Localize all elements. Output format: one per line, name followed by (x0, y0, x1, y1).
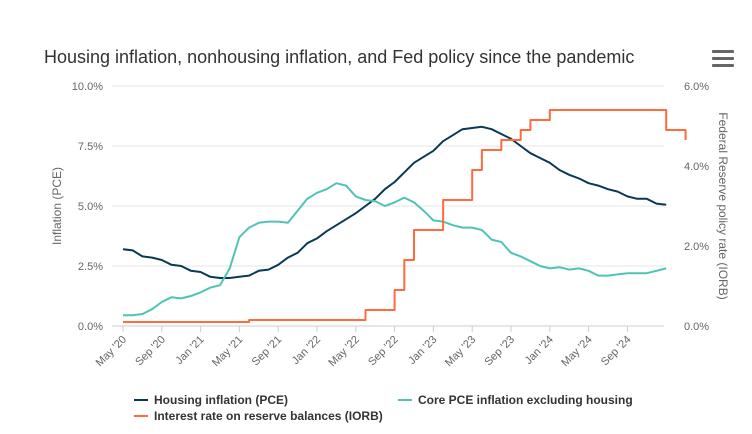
x-tick-label: May '21 (210, 334, 245, 369)
x-tick-label: May '24 (559, 334, 594, 369)
x-tick-label: May '23 (443, 334, 478, 369)
x-tick-label: Sep '23 (482, 334, 517, 369)
x-tick-label: Sep '24 (599, 334, 634, 369)
y-axis-right: 0.0% 2.0% 4.0% 6.0% (684, 81, 709, 333)
series-line-iorb[interactable] (123, 109, 687, 323)
x-tick-label: Jan '23 (406, 334, 439, 367)
y-axis-left-label: Inflation (PCE) (50, 167, 64, 245)
series-layer (122, 109, 687, 323)
y2-tick-label: 0.0% (684, 321, 709, 333)
x-axis: May '20 Sep '20 Jan '21 May '21 Sep '21 Jan '… (94, 325, 664, 369)
y-axis-left: 0.0% 2.5% 5.0% 7.5% 10.0% (72, 81, 103, 333)
x-tick-label: Sep '20 (133, 334, 168, 369)
legend-item-iorb[interactable]: Interest rate on reserve balances (IORB) (134, 409, 383, 423)
legend-label: Interest rate on reserve balances (IORB) (154, 409, 383, 423)
y-tick-label: 5.0% (78, 201, 103, 213)
x-tick-label: May '22 (326, 334, 361, 369)
legend-item-housing[interactable]: Housing inflation (PCE) (134, 393, 288, 407)
chart-title: Housing inflation, nonhousing inflation,… (44, 47, 634, 67)
menu-icon-bar (712, 50, 734, 53)
legend[interactable]: Housing inflation (PCE) Core PCE inflatio… (134, 393, 633, 423)
series-line-housing[interactable] (122, 125, 667, 279)
y-tick-label: 7.5% (78, 141, 103, 153)
x-tick-label: Sep '22 (366, 334, 401, 369)
legend-label: Core PCE inflation excluding housing (418, 393, 633, 407)
y-tick-label: 2.5% (78, 261, 103, 273)
grid-lines (112, 85, 664, 327)
legend-item-core[interactable]: Core PCE inflation excluding housing (398, 393, 633, 407)
y2-tick-label: 4.0% (684, 161, 709, 173)
x-tick-label: Jan '24 (523, 334, 556, 367)
y2-tick-label: 6.0% (684, 81, 709, 93)
menu-icon-bar (712, 57, 734, 60)
menu-icon-bar (712, 64, 734, 67)
x-tick-label: Sep '21 (250, 334, 285, 369)
x-tick-label: Jan '22 (290, 334, 323, 367)
chart-menu-button[interactable] (712, 50, 734, 68)
series-line-core[interactable] (123, 182, 667, 317)
x-tick-label: May '20 (94, 334, 129, 369)
y-tick-label: 0.0% (78, 321, 103, 333)
y2-tick-label: 2.0% (684, 241, 709, 253)
y-tick-label: 10.0% (72, 81, 103, 93)
x-tick-label: Jan '21 (173, 334, 206, 367)
legend-label: Housing inflation (PCE) (154, 393, 288, 407)
y-axis-right-label: Federal Reserve policy rate (IORB) (716, 112, 730, 299)
